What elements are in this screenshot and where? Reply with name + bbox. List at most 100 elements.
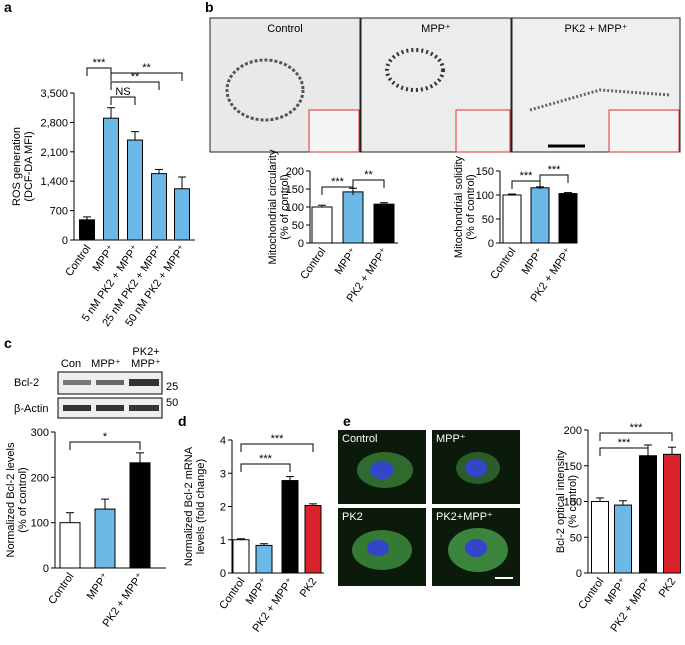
nucleus <box>367 540 389 556</box>
significance-bracket <box>321 186 354 195</box>
bar <box>129 462 151 569</box>
significance-label: ** <box>131 71 140 83</box>
fluorescence-grid: Control MPP⁺ PK2 PK2+MPP⁺ <box>338 430 520 586</box>
bar <box>663 453 681 574</box>
y-axis-label: (% control) <box>567 475 579 528</box>
bar <box>127 139 143 241</box>
y-axis-label: (% of control) <box>279 174 291 239</box>
y-tick-label: 2 <box>220 502 226 514</box>
marker-label: 25 <box>166 381 178 393</box>
inset <box>455 109 511 153</box>
x-tick-label: MPP⁺ <box>520 246 547 277</box>
panel-label: e <box>343 413 351 429</box>
inset <box>308 109 360 153</box>
lane-label: MPP⁺ <box>91 358 121 370</box>
y-tick-label: 200 <box>286 166 304 178</box>
band <box>96 380 124 385</box>
lane-label: PK2+ MPP⁺ <box>131 346 161 370</box>
significance-bracket <box>110 72 183 81</box>
image-title: PK2 + MPP⁺ <box>565 23 628 35</box>
bar <box>79 219 95 241</box>
y-axis-label: Normalized Bcl-2 levels <box>5 442 17 557</box>
y-tick-label: 0 <box>576 568 582 580</box>
x-tick-label: PK2 <box>657 576 679 600</box>
y-tick-label: 1 <box>220 535 226 547</box>
y-tick-label: 3 <box>220 468 226 480</box>
band <box>129 405 159 411</box>
y-tick-label: 700 <box>50 206 68 218</box>
y-axis-label: levels (fold change) <box>195 459 207 554</box>
significance-label: *** <box>520 170 534 182</box>
significance-label: *** <box>331 176 345 188</box>
mitochondria <box>529 88 671 112</box>
image-title: MPP⁺ <box>436 433 466 445</box>
y-tick-label: 2,800 <box>40 117 68 129</box>
y-tick-label: 2,100 <box>40 147 68 159</box>
bar <box>311 206 333 244</box>
y-tick-label: 100 <box>286 202 304 214</box>
bar <box>373 203 395 244</box>
bar <box>103 117 119 241</box>
y-axis-label: (DCF-DA MFI) <box>23 131 35 201</box>
bar <box>281 480 299 574</box>
panel-label: a <box>4 0 12 15</box>
y-tick-label: 150 <box>476 166 494 178</box>
significance-label: *** <box>93 57 107 69</box>
bar <box>591 501 609 574</box>
bar <box>530 187 550 244</box>
significance-bracket <box>352 179 385 188</box>
bar <box>255 544 273 574</box>
y-axis-label: (% of control) <box>17 467 29 532</box>
y-tick-label: 100 <box>31 518 49 530</box>
bar <box>232 539 250 574</box>
y-tick-label: 150 <box>564 461 582 473</box>
significance-label: ** <box>142 62 151 74</box>
western-blot: Bcl-2 β-Actin 25 50 <box>14 371 178 419</box>
significance-bracket <box>240 463 291 472</box>
significance-bracket <box>539 174 569 183</box>
y-tick-label: 100 <box>564 497 582 509</box>
image-title: PK2 <box>342 511 363 523</box>
significance-label: *** <box>548 164 562 176</box>
significance-bracket <box>240 443 314 452</box>
significance-label: * <box>103 431 108 443</box>
inset <box>608 109 680 153</box>
panel-label: d <box>178 413 187 429</box>
band <box>63 405 91 411</box>
y-tick-label: 150 <box>286 184 304 196</box>
bar <box>304 505 322 574</box>
bar <box>94 508 116 569</box>
x-tick-label: PK2 <box>298 576 320 600</box>
blot-row-label: Bcl-2 <box>14 377 39 389</box>
y-tick-label: 0 <box>62 235 68 247</box>
y-tick-label: 4 <box>220 435 226 447</box>
y-tick-label: 50 <box>482 214 494 226</box>
y-axis-label: (% of control) <box>465 174 477 239</box>
micrograph-row: Control MPP⁺ PK2 + MPP⁺ <box>209 17 681 153</box>
bar <box>151 173 167 241</box>
nucleus <box>370 461 394 479</box>
y-tick-label: 0 <box>488 238 494 250</box>
y-tick-label: 50 <box>292 220 304 232</box>
significance-label: *** <box>259 453 273 465</box>
image-title: MPP⁺ <box>421 23 451 35</box>
bar <box>614 504 632 574</box>
significance-bracket <box>599 432 673 441</box>
mitochondria <box>225 58 305 122</box>
y-axis-label: Mitochondrial solidity <box>453 155 465 258</box>
lane-label: Con <box>60 358 82 370</box>
significance-label: ** <box>364 169 373 181</box>
x-tick-label: MPP⁺ <box>244 576 271 607</box>
x-tick-label: MPP⁺ <box>333 246 360 277</box>
significance-label: NS <box>115 86 130 98</box>
image-title: PK2+MPP⁺ <box>436 511 493 523</box>
y-tick-label: 0 <box>298 238 304 250</box>
y-tick-label: 300 <box>31 427 49 439</box>
bar <box>342 191 364 244</box>
band <box>63 380 91 385</box>
significance-bracket <box>110 81 160 90</box>
significance-label: *** <box>271 433 285 445</box>
y-axis-label: Bcl-2 optical intensity <box>555 449 567 553</box>
